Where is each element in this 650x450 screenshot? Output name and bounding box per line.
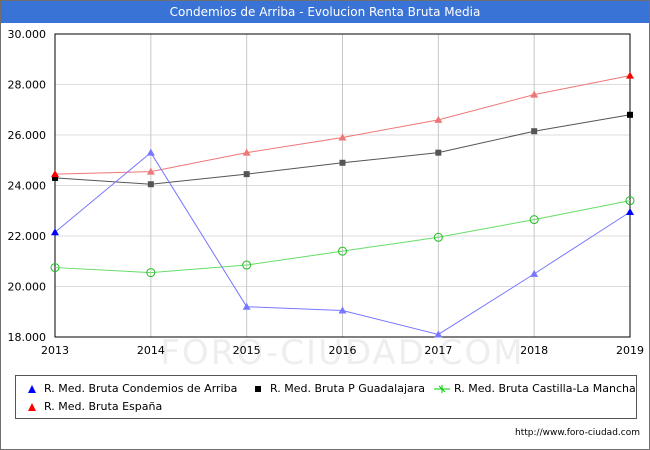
legend-marker-guadalajara — [255, 386, 261, 392]
data-point — [530, 90, 539, 98]
x-tick-label: 2014 — [137, 344, 165, 357]
data-point — [242, 302, 251, 310]
data-point — [626, 208, 634, 216]
data-point — [435, 149, 442, 156]
source-url[interactable]: http://www.foro-ciudad.com — [515, 428, 640, 438]
plot-border — [54, 33, 631, 338]
y-tick-label: 30.000 — [8, 28, 47, 41]
legend-label-condemios: R. Med. Bruta Condemios de Arriba — [44, 382, 238, 395]
data-point — [339, 159, 346, 166]
data-point — [243, 171, 250, 178]
data-point — [242, 148, 251, 156]
data-point — [627, 111, 633, 118]
data-point — [146, 148, 155, 156]
data-point — [147, 181, 154, 188]
y-tick-label: 26.000 — [8, 129, 47, 142]
data-point — [242, 260, 252, 270]
data-point — [146, 167, 155, 175]
legend-marker-castilla — [434, 385, 450, 393]
data-point — [50, 263, 60, 273]
x-tick-label: 2017 — [424, 344, 452, 357]
y-tick-label: 18.000 — [8, 331, 47, 344]
data-point — [433, 232, 443, 242]
x-tick-label: 2019 — [616, 344, 644, 357]
data-point — [434, 330, 443, 338]
data-point — [530, 269, 539, 277]
legend-marker-espana — [28, 403, 36, 411]
x-tick-label: 2018 — [520, 344, 548, 357]
data-point — [338, 246, 347, 256]
data-point — [529, 215, 539, 225]
data-point — [625, 196, 635, 206]
x-tick-label: 2016 — [329, 344, 357, 357]
y-tick-label: 20.000 — [8, 281, 47, 294]
data-point — [51, 228, 59, 236]
legend-label-castilla: R. Med. Bruta Castilla-La Mancha — [454, 382, 636, 395]
watermark: FORO-CIUDAD.COM — [160, 333, 524, 373]
data-point — [531, 128, 538, 135]
y-tick-label: 22.000 — [8, 230, 47, 243]
data-point — [52, 174, 58, 181]
x-tick-label: 2013 — [41, 344, 69, 357]
legend: R. Med. Bruta Condemios de Arriba R. Med… — [15, 375, 637, 419]
data-point — [338, 306, 347, 314]
x-tick-label: 2015 — [233, 344, 261, 357]
data-point — [338, 133, 347, 141]
data-point — [51, 170, 59, 178]
legend-label-guadalajara: R. Med. Bruta P Guadalajara — [270, 382, 426, 395]
data-point — [146, 268, 156, 278]
y-tick-label: 24.000 — [8, 180, 47, 193]
legend-marker-condemios — [28, 385, 36, 393]
series-line — [54, 200, 631, 274]
data-point — [434, 115, 443, 123]
y-tick-label: 28.000 — [8, 79, 47, 92]
data-point — [626, 71, 634, 79]
chart-title: Condemios de Arriba - Evolucion Renta Br… — [1, 1, 649, 23]
legend-label-espana: R. Med. Bruta España — [44, 400, 163, 413]
